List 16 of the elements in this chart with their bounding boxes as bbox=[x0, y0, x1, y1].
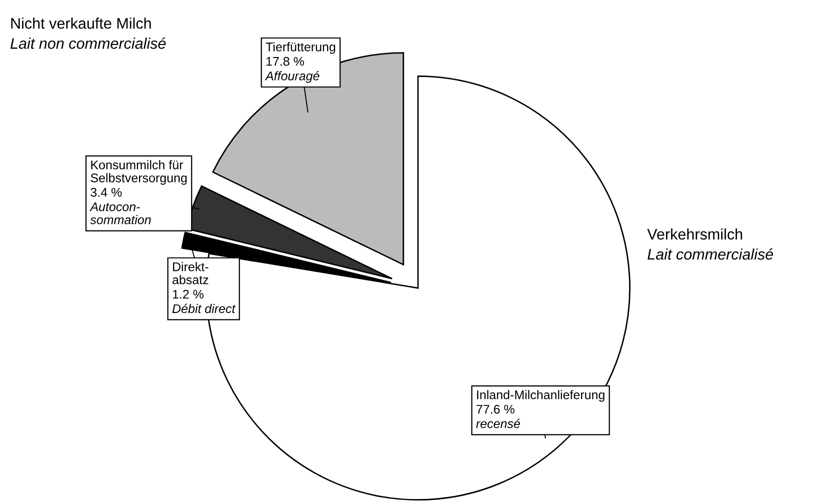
text: Autocon- sommation bbox=[90, 202, 151, 224]
text: Lait non commercialisé bbox=[10, 37, 166, 49]
legend-label: Direkt- absatz bbox=[172, 262, 208, 284]
data-label: 1.2 % bbox=[172, 290, 204, 299]
slice-label: Konsummilch für Selbstversorgung bbox=[90, 160, 187, 185]
slice-label: Inland-Milchanlieferung bbox=[477, 390, 604, 402]
text: recensé bbox=[476, 418, 520, 428]
data-label: 17.8 % bbox=[266, 56, 304, 66]
text: Nicht verkaufte Milch bbox=[11, 18, 151, 29]
text: Verkehrsmilch bbox=[647, 228, 742, 240]
data-label: 3.4 % bbox=[90, 188, 122, 197]
text: Débit direct bbox=[172, 304, 236, 314]
text: Affouragé bbox=[264, 71, 320, 83]
data-label: 77.6 % bbox=[476, 404, 514, 414]
slice-label: Tierfütterung bbox=[266, 42, 336, 54]
text: Lait commercialisé bbox=[648, 248, 774, 260]
